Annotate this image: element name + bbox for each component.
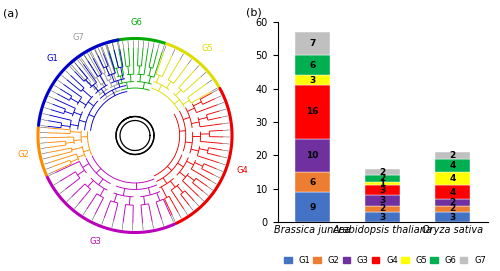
Bar (365, 212, 400, 222)
Text: 4: 4 (450, 188, 456, 197)
Text: G4: G4 (236, 166, 248, 175)
Text: G6: G6 (130, 18, 142, 27)
Bar (365, 169, 400, 175)
Text: 3: 3 (380, 213, 386, 222)
Bar (295, 192, 330, 222)
Text: 1: 1 (380, 179, 386, 188)
Text: 2: 2 (450, 151, 456, 160)
Bar (365, 195, 400, 205)
Text: 16: 16 (306, 107, 319, 117)
Text: 2: 2 (450, 198, 456, 207)
Bar (295, 32, 330, 55)
Text: 4: 4 (450, 174, 456, 183)
Text: G3: G3 (90, 237, 102, 246)
Text: 3: 3 (380, 186, 386, 195)
Text: 9: 9 (310, 203, 316, 212)
Bar (295, 55, 330, 75)
Text: 3: 3 (450, 213, 456, 222)
Bar (365, 185, 400, 195)
Text: 10: 10 (306, 151, 318, 160)
Bar (295, 75, 330, 85)
Text: 6: 6 (310, 61, 316, 70)
Text: (a): (a) (2, 9, 18, 19)
Text: G2: G2 (18, 150, 29, 159)
Text: 2: 2 (450, 204, 456, 213)
Legend: G1, G2, G3, G4, G5, G6, G7: G1, G2, G3, G4, G5, G6, G7 (282, 254, 488, 267)
Text: (b): (b) (246, 8, 262, 18)
Text: G1: G1 (46, 54, 58, 63)
Bar (435, 199, 470, 205)
Bar (435, 159, 470, 172)
Text: 2: 2 (380, 174, 386, 183)
Bar (435, 152, 470, 159)
Bar (295, 172, 330, 192)
Text: 7: 7 (310, 39, 316, 48)
Text: 3: 3 (310, 76, 316, 85)
Bar (365, 182, 400, 185)
Bar (435, 172, 470, 185)
Bar (435, 205, 470, 212)
Text: 3: 3 (380, 196, 386, 205)
Bar (365, 205, 400, 212)
Bar (295, 139, 330, 172)
Text: 2: 2 (380, 167, 386, 177)
Bar (435, 185, 470, 199)
Text: 6: 6 (310, 178, 316, 187)
Text: 2: 2 (380, 204, 386, 213)
Text: G7: G7 (72, 33, 85, 42)
Bar (295, 85, 330, 139)
Text: 4: 4 (450, 161, 456, 170)
Bar (365, 175, 400, 182)
Bar (435, 212, 470, 222)
Text: G5: G5 (201, 44, 213, 53)
